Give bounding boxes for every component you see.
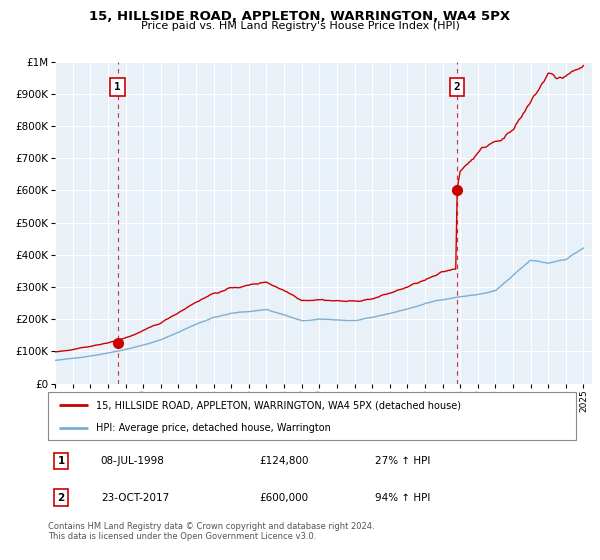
Text: 1: 1: [58, 456, 65, 466]
FancyBboxPatch shape: [48, 392, 576, 440]
Text: £600,000: £600,000: [259, 493, 308, 503]
Text: 15, HILLSIDE ROAD, APPLETON, WARRINGTON, WA4 5PX: 15, HILLSIDE ROAD, APPLETON, WARRINGTON,…: [89, 10, 511, 23]
Text: 2: 2: [58, 493, 65, 503]
Text: 27% ↑ HPI: 27% ↑ HPI: [376, 456, 431, 466]
Text: 2: 2: [454, 82, 460, 92]
Text: Contains HM Land Registry data © Crown copyright and database right 2024.
This d: Contains HM Land Registry data © Crown c…: [48, 522, 374, 542]
Text: 15, HILLSIDE ROAD, APPLETON, WARRINGTON, WA4 5PX (detached house): 15, HILLSIDE ROAD, APPLETON, WARRINGTON,…: [95, 400, 461, 410]
Text: £124,800: £124,800: [259, 456, 309, 466]
Text: 94% ↑ HPI: 94% ↑ HPI: [376, 493, 431, 503]
Text: 1: 1: [114, 82, 121, 92]
Text: HPI: Average price, detached house, Warrington: HPI: Average price, detached house, Warr…: [95, 423, 331, 433]
Text: 23-OCT-2017: 23-OCT-2017: [101, 493, 169, 503]
Text: Price paid vs. HM Land Registry's House Price Index (HPI): Price paid vs. HM Land Registry's House …: [140, 21, 460, 31]
Text: 08-JUL-1998: 08-JUL-1998: [101, 456, 164, 466]
